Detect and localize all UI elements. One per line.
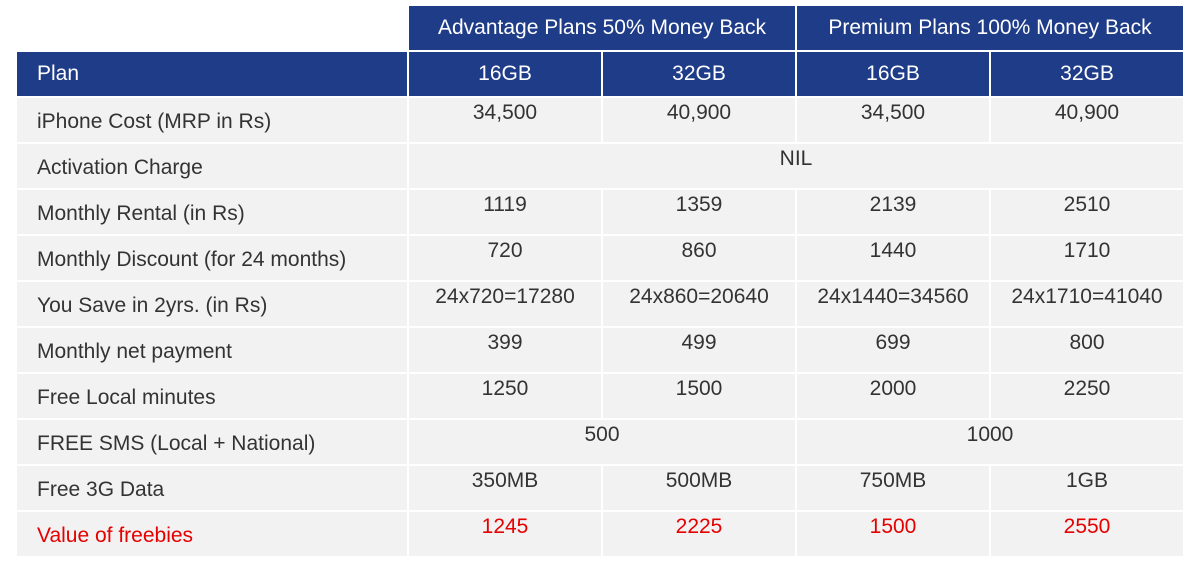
table-row: Free Local minutes 1250 1500 2000 2250: [17, 374, 1183, 418]
table-cell: 24x860=20640: [603, 282, 795, 326]
column-header-advantage-32gb: 32GB: [603, 52, 795, 96]
table-cell: 500: [409, 420, 795, 464]
column-header-premium-32gb: 32GB: [991, 52, 1183, 96]
table-cell: 1440: [797, 236, 989, 280]
plans-comparison-table: Advantage Plans 50% Money Back Premium P…: [15, 4, 1185, 558]
table-row: iPhone Cost (MRP in Rs) 34,500 40,900 34…: [17, 98, 1183, 142]
table-row: Free 3G Data 350MB 500MB 750MB 1GB: [17, 466, 1183, 510]
table-cell: 399: [409, 328, 601, 372]
blank-corner: [17, 6, 407, 50]
table-row: Monthly Rental (in Rs) 1119 1359 2139 25…: [17, 190, 1183, 234]
table-cell: 24x720=17280: [409, 282, 601, 326]
table-cell: 2000: [797, 374, 989, 418]
table-row: FREE SMS (Local + National) 500 1000: [17, 420, 1183, 464]
group-header-row: Advantage Plans 50% Money Back Premium P…: [17, 6, 1183, 50]
table-cell: 34,500: [797, 98, 989, 142]
table-cell: 699: [797, 328, 989, 372]
table-cell: 1710: [991, 236, 1183, 280]
table-cell: 34,500: [409, 98, 601, 142]
column-header-row: Plan 16GB 32GB 16GB 32GB: [17, 52, 1183, 96]
table-cell: 24x1710=41040: [991, 282, 1183, 326]
row-label: You Save in 2yrs. (in Rs): [17, 282, 407, 326]
row-label: FREE SMS (Local + National): [17, 420, 407, 464]
table-cell: 350MB: [409, 466, 601, 510]
table-cell: 2550: [991, 512, 1183, 556]
table-row: You Save in 2yrs. (in Rs) 24x720=17280 2…: [17, 282, 1183, 326]
table-cell: 860: [603, 236, 795, 280]
table-cell: 2225: [603, 512, 795, 556]
table-cell: 1500: [797, 512, 989, 556]
table-cell: 2139: [797, 190, 989, 234]
row-label: Monthly Discount (for 24 months): [17, 236, 407, 280]
table-cell: 800: [991, 328, 1183, 372]
table-cell: 720: [409, 236, 601, 280]
table-cell: 40,900: [603, 98, 795, 142]
row-label: iPhone Cost (MRP in Rs): [17, 98, 407, 142]
table-cell: 1000: [797, 420, 1183, 464]
table-cell: NIL: [409, 144, 1183, 188]
column-header-plan: Plan: [17, 52, 407, 96]
table-cell: 24x1440=34560: [797, 282, 989, 326]
table-cell: 1500: [603, 374, 795, 418]
row-label: Free Local minutes: [17, 374, 407, 418]
row-label: Monthly net payment: [17, 328, 407, 372]
table-cell: 1119: [409, 190, 601, 234]
table-row: Monthly net payment 399 499 699 800: [17, 328, 1183, 372]
table-row: Value of freebies 1245 2225 1500 2550: [17, 512, 1183, 556]
table-cell: 1359: [603, 190, 795, 234]
table-cell: 499: [603, 328, 795, 372]
row-label: Monthly Rental (in Rs): [17, 190, 407, 234]
table-cell: 40,900: [991, 98, 1183, 142]
group-header-advantage: Advantage Plans 50% Money Back: [409, 6, 795, 50]
table-cell: 1245: [409, 512, 601, 556]
table-cell: 2250: [991, 374, 1183, 418]
table-cell: 750MB: [797, 466, 989, 510]
row-label: Activation Charge: [17, 144, 407, 188]
table-cell: 1250: [409, 374, 601, 418]
row-label: Free 3G Data: [17, 466, 407, 510]
row-label: Value of freebies: [17, 512, 407, 556]
table-row: Activation Charge NIL: [17, 144, 1183, 188]
column-header-advantage-16gb: 16GB: [409, 52, 601, 96]
column-header-premium-16gb: 16GB: [797, 52, 989, 96]
table-cell: 2510: [991, 190, 1183, 234]
table-cell: 500MB: [603, 466, 795, 510]
table-row: Monthly Discount (for 24 months) 720 860…: [17, 236, 1183, 280]
table-cell: 1GB: [991, 466, 1183, 510]
group-header-premium: Premium Plans 100% Money Back: [797, 6, 1183, 50]
